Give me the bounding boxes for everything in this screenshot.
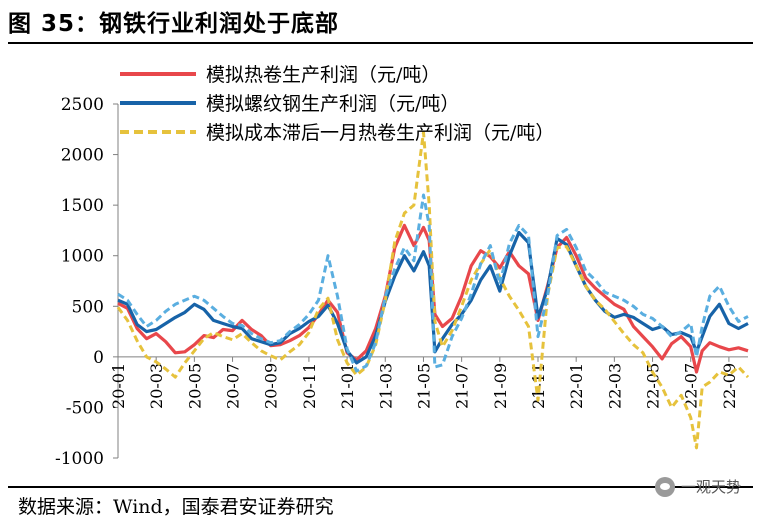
x-tick-label: 20-03 <box>147 363 166 409</box>
legend-label-0: 模拟热卷生产利润（元/吨） <box>206 64 440 86</box>
series-line-2 <box>116 130 750 450</box>
y-tick-label: -1000 <box>55 449 104 469</box>
y-tick-label: 1500 <box>61 196 104 216</box>
x-tick-label: 20-11 <box>300 363 319 409</box>
chart-axes: 2500 2000 1500 1000 500 0 -500 -1000 20-01 20-03 2… <box>55 95 748 469</box>
chart-legend: 模拟热卷生产利润（元/吨） 模拟螺纹钢生产利润（元/吨） 模拟成本滞后一月热卷生产利… <box>120 64 554 144</box>
watermark: 一观天势 <box>654 476 741 497</box>
y-tick-label: 500 <box>72 297 104 317</box>
x-tick-label: 20-01 <box>109 363 128 409</box>
x-tick-label: 21-05 <box>414 363 433 409</box>
chart-plot-area <box>116 130 750 450</box>
wechat-icon <box>654 476 675 497</box>
x-tick-label: 22-01 <box>567 363 586 409</box>
x-tick-label: 21-07 <box>453 363 472 409</box>
x-tick-label: 22-03 <box>605 363 624 409</box>
profit-line-chart: 2500 2000 1500 1000 500 0 -500 -1000 20-01 20-03 2… <box>55 64 750 469</box>
source-note: 数据来源：Wind，国泰君安证券研究 <box>18 496 334 518</box>
x-tick-label: 22-07 <box>682 363 701 409</box>
x-tick-label: 21-03 <box>376 363 395 409</box>
legend-label-2: 模拟成本滞后一月热卷生产利润（元/吨） <box>206 122 554 144</box>
page-title: 图 35：钢铁行业利润处于底部 <box>8 11 340 37</box>
x-tick-label: 20-05 <box>185 363 204 409</box>
watermark-label: 一观天势 <box>680 478 741 496</box>
y-tick-label: 0 <box>93 348 104 368</box>
x-tick-label: 21-09 <box>491 363 510 409</box>
series-line-0 <box>117 223 749 374</box>
x-tick-label: 20-07 <box>224 363 243 409</box>
x-tick-label: 20-09 <box>262 363 281 409</box>
y-tick-label: 2000 <box>61 146 104 166</box>
y-tick-label: 1000 <box>61 247 104 267</box>
y-tick-label: 2500 <box>61 95 104 115</box>
title-divider <box>8 42 753 44</box>
y-tick-label: -500 <box>66 398 104 418</box>
x-tick-label: 21-01 <box>338 363 357 409</box>
x-tick-label: 22-05 <box>644 363 663 409</box>
legend-label-1: 模拟螺纹钢生产利润（元/吨） <box>206 93 459 115</box>
source-divider <box>8 486 753 488</box>
